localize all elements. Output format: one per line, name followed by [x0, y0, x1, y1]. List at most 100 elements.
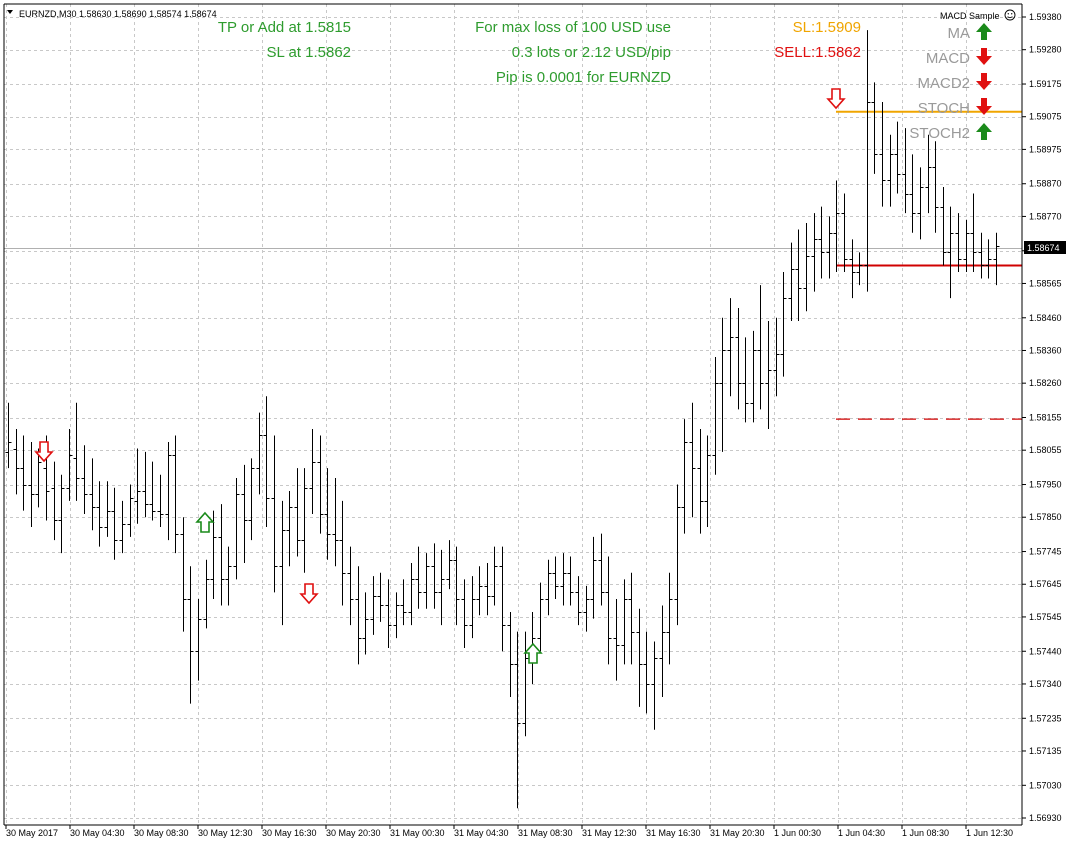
ohlc-bar: [765, 321, 772, 429]
price-tick-label: 1.57745: [1029, 547, 1062, 557]
symbol-label: EURNZD,M30 1.58630 1.58690 1.58574 1.586…: [19, 9, 217, 19]
ohlc-bar: [81, 445, 88, 514]
ohlc-bar: [393, 592, 400, 639]
ohlc-bar: [514, 631, 521, 809]
price-tick-label: 1.59175: [1029, 79, 1062, 89]
time-tick-label: 30 May 08:30: [134, 828, 189, 838]
price-tick-label: 1.58460: [1029, 313, 1062, 323]
indicator-label: MA: [948, 25, 971, 42]
indicator-row: STOCH2: [909, 123, 992, 142]
buy-arrow-icon: [523, 642, 543, 664]
sell-arrow-icon: [34, 441, 54, 463]
ohlc-bar: [157, 474, 164, 528]
ohlc-bar: [286, 491, 293, 567]
ohlc-bar: [742, 337, 749, 423]
price-tick-label: 1.58155: [1029, 413, 1062, 423]
ohlc-bar: [887, 134, 894, 207]
time-tick-label: 31 May 00:30: [390, 828, 445, 838]
price-tick-label: 1.57850: [1029, 512, 1062, 522]
ohlc-bar: [552, 556, 559, 599]
ohlc-bar: [970, 193, 977, 273]
trade-info: TP or Add at 1.5815 SL at 1.5862 For max…: [218, 19, 861, 86]
price-tick-label: 1.58360: [1029, 345, 1062, 355]
ohlc-bar: [978, 232, 985, 279]
ohlc-bar: [773, 317, 780, 397]
ohlc-bar: [301, 468, 308, 573]
ohlc-bar: [545, 559, 552, 616]
time-tick-label: 31 May 12:30: [582, 828, 637, 838]
sell-arrow-icon: [299, 583, 319, 605]
ohlc-bar: [165, 442, 172, 541]
ohlc-bar: [339, 500, 346, 606]
pip-text: Pip is 0.0001 for EURNZD: [496, 69, 671, 86]
time-tick-label: 31 May 08:30: [518, 828, 573, 838]
ohlc-bar: [932, 141, 939, 233]
sl-price-text: SL:1.5909: [793, 19, 861, 36]
ohlc-bar: [712, 357, 719, 475]
ohlc-bar: [195, 598, 202, 681]
indicator-label: STOCH2: [909, 125, 970, 142]
ohlc-bar: [400, 579, 407, 626]
ohlc-bar: [605, 556, 612, 665]
ohlc-bar: [917, 167, 924, 240]
dropdown-triangle-icon[interactable]: [7, 10, 13, 14]
ohlc-bar: [104, 481, 111, 537]
time-axis[interactable]: 30 May 2017 30 May 04:30 30 May 08:30 30 Ma…: [5, 825, 1013, 838]
ohlc-bar: [96, 481, 103, 547]
ohlc-bar: [233, 477, 240, 580]
ohlc-bar: [210, 510, 217, 599]
price-tick-label: 1.58870: [1029, 179, 1062, 189]
ohlc-bar: [324, 468, 331, 560]
ohlc-bar: [484, 562, 491, 616]
ohlc-bar: [438, 549, 445, 626]
ohlc-bar: [674, 484, 681, 626]
time-tick-label: 1 Jun 00:30: [774, 828, 821, 838]
ohlc-bar: [127, 484, 134, 537]
ohlc-bar: [58, 474, 65, 554]
indicator-row: STOCH: [918, 98, 992, 117]
ohlc-bar: [598, 533, 605, 606]
ohlc-bar: [134, 448, 141, 524]
ohlc-bar: [317, 435, 324, 534]
indicator-label: STOCH: [918, 100, 970, 117]
ohlc-bar: [13, 428, 20, 495]
indicator-label: MACD2: [917, 75, 970, 92]
time-tick-label: 30 May 04:30: [70, 828, 125, 838]
signal-arrows: [34, 88, 846, 664]
ohlc-bar: [415, 546, 422, 609]
time-tick-label: 31 May 04:30: [454, 828, 509, 838]
price-tick-label: 1.57950: [1029, 480, 1062, 490]
ohlc-bar: [187, 566, 194, 704]
smiley-icon[interactable]: [1004, 9, 1016, 21]
ohlc-bar: [5, 402, 12, 469]
ohlc-bar: [66, 428, 73, 501]
ohlc-bar: [704, 435, 711, 528]
ohlc-bar: [431, 543, 438, 609]
ohlc-bar: [203, 559, 210, 629]
ohlc-bar: [636, 608, 643, 707]
ohlc-bar: [377, 572, 384, 622]
price-bars[interactable]: [5, 30, 1000, 809]
ohlc-bar: [362, 592, 369, 655]
indicator-row: MA: [948, 23, 992, 42]
ohlc-bar: [757, 285, 764, 410]
ohlc-bar: [20, 435, 27, 511]
ohlc-bar: [849, 239, 856, 299]
time-tick-label: 1 Jun 12:30: [966, 828, 1013, 838]
ohlc-bar: [985, 239, 992, 279]
ohlc-bar: [279, 500, 286, 626]
ohlc-bar: [385, 579, 392, 648]
ohlc-bar: [795, 229, 802, 322]
ohlc-bar: [537, 582, 544, 652]
ohlc-bar: [628, 572, 635, 665]
down-arrow-icon: [976, 73, 992, 90]
down-arrow-icon: [976, 98, 992, 115]
ohlc-bar: [294, 468, 301, 557]
expert-name: MACD Sample: [940, 11, 1000, 21]
ohlc-bar: [347, 546, 354, 626]
time-tick-label: 1 Jun 04:30: [838, 828, 885, 838]
down-arrow-icon: [976, 48, 992, 65]
ohlc-bar: [256, 412, 263, 495]
